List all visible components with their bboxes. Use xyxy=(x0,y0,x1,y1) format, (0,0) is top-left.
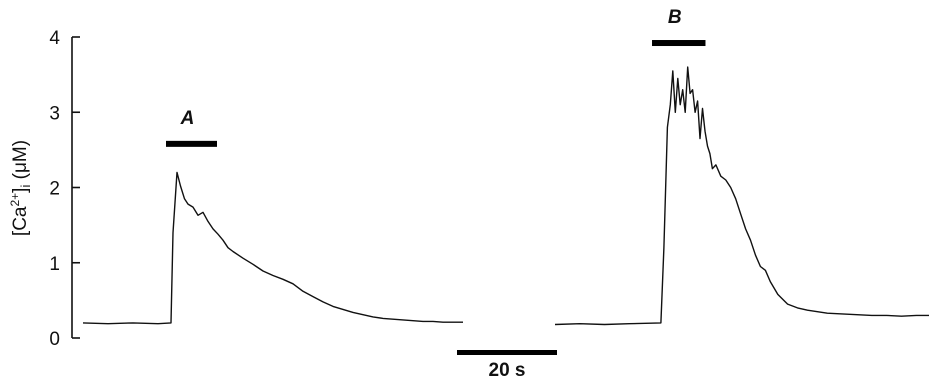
y-tick-label: 2 xyxy=(49,179,60,200)
traces xyxy=(82,66,929,326)
y-tick-label: 4 xyxy=(49,28,60,49)
stimulus-label-a: A xyxy=(180,108,195,129)
y-axis-label: [Ca2+]i (μM) xyxy=(8,140,33,236)
y-tick-label: 3 xyxy=(49,103,60,124)
y-ticks: 0 1 2 3 4 xyxy=(49,28,80,350)
trace-line-2 xyxy=(554,66,929,326)
time-scale-bar-line xyxy=(457,350,557,355)
stimulus-bars: AB xyxy=(166,7,706,147)
y-axis-label-superscript: 2+ xyxy=(8,193,22,207)
time-scale-bar: 20 s xyxy=(457,350,557,380)
y-axis-label-unit: (μM) xyxy=(10,140,31,185)
y-axis-label-subscript: i xyxy=(18,185,33,188)
y-tick-label: 0 xyxy=(49,329,60,350)
trace-line-1 xyxy=(82,171,463,325)
stimulus-bar-a xyxy=(166,140,217,147)
stimulus-label-b: B xyxy=(668,7,682,28)
stimulus-bar-b xyxy=(652,40,706,47)
y-tick-label: 1 xyxy=(49,254,60,275)
time-scale-bar-label: 20 s xyxy=(489,360,526,380)
y-axis-label-close: ] xyxy=(10,188,31,193)
y-axis-label-main: [Ca xyxy=(10,206,31,236)
